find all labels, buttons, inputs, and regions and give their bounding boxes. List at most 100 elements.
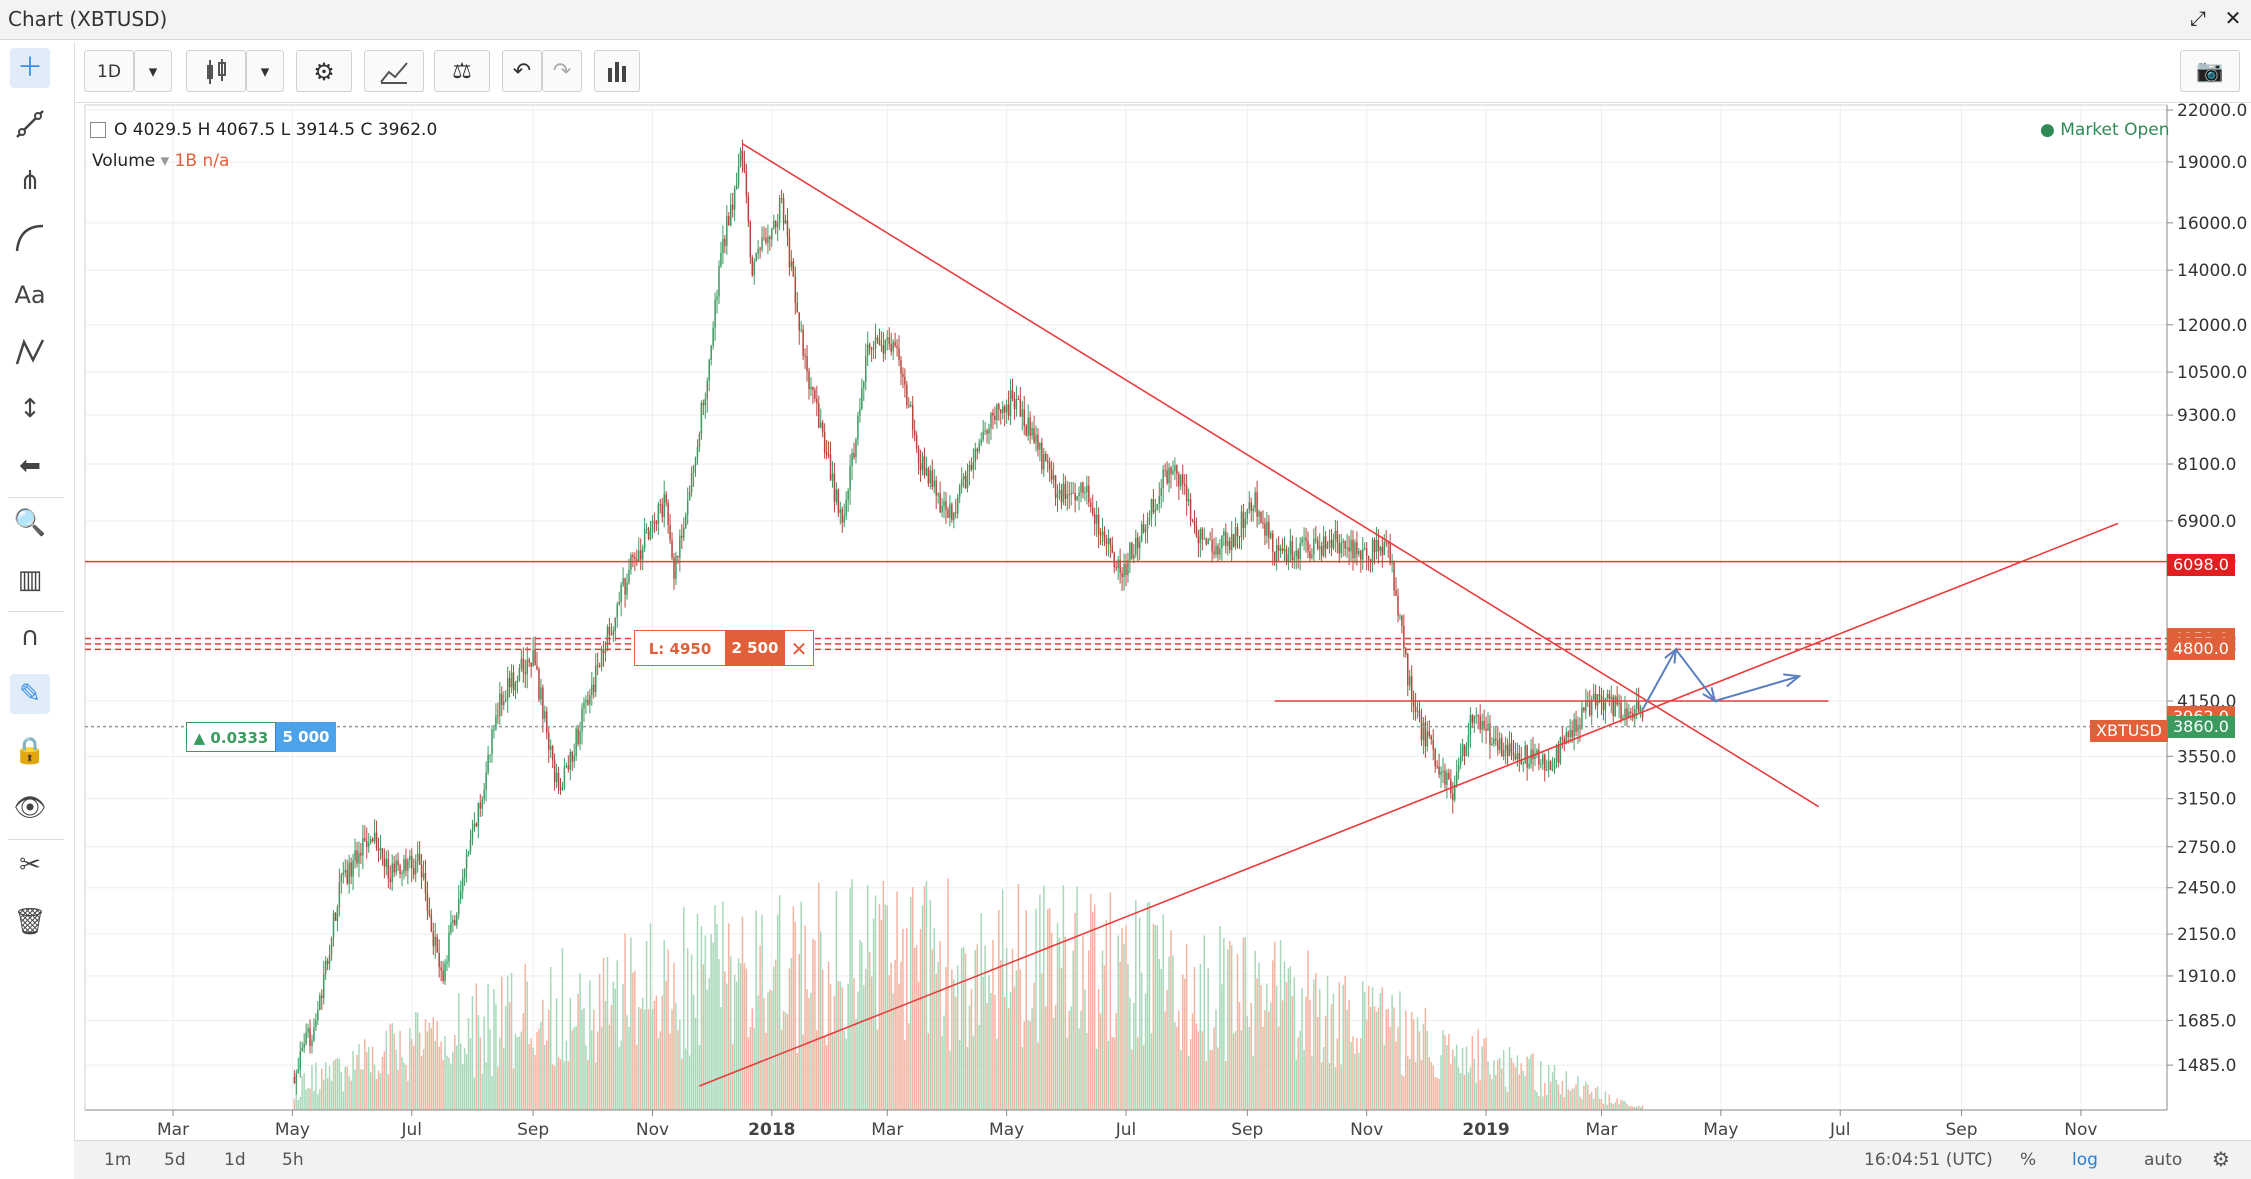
range-5h-button[interactable]: 5h — [282, 1150, 304, 1170]
volume-bar — [1585, 1081, 1587, 1110]
range-1m-button[interactable]: 1m — [104, 1150, 132, 1170]
candle-body — [994, 415, 996, 421]
projection-path[interactable] — [1641, 647, 1800, 711]
expand-icon[interactable]: ⤢ — [2190, 6, 2206, 30]
fit-chart-icon[interactable]: ▥ — [17, 565, 43, 595]
candle-body — [1127, 560, 1129, 576]
candle-body — [1418, 711, 1421, 717]
volume-bar — [911, 887, 914, 1110]
close-icon[interactable]: ✕ — [2224, 6, 2242, 30]
volume-bar — [974, 950, 977, 1110]
indicators-icon[interactable] — [364, 50, 424, 92]
draw-mode-pencil-icon[interactable]: ✎ — [10, 674, 50, 714]
candle-body — [362, 838, 364, 856]
drawn-lines[interactable] — [85, 143, 2167, 1087]
volume-bar — [673, 962, 675, 1110]
candle-body — [1031, 428, 1033, 436]
candle-body — [508, 678, 511, 688]
interval-button[interactable]: 1D — [84, 50, 134, 92]
volume-bar — [377, 1070, 380, 1110]
pitchfork-icon[interactable]: ⋔ — [19, 166, 41, 196]
buy-position-label[interactable]: ▲ 0.0333 — [186, 722, 276, 752]
text-tool-icon[interactable]: Aa — [14, 281, 46, 309]
candle-body — [1641, 711, 1644, 718]
candle-body — [1228, 540, 1231, 551]
volume-bar — [1543, 1082, 1546, 1110]
volume-bar — [1227, 949, 1229, 1110]
sell-order-qty[interactable]: 2 500 — [726, 630, 784, 666]
candle-body — [708, 359, 710, 381]
pattern-icon[interactable] — [10, 332, 50, 372]
volume-bar — [1320, 1062, 1323, 1110]
log-toggle[interactable]: log — [2072, 1150, 2098, 1170]
volume-bar — [1152, 923, 1155, 1110]
candle-body — [350, 862, 352, 877]
undo-icon[interactable]: ↶ — [502, 50, 542, 92]
legend-collapse-icon[interactable] — [90, 122, 106, 138]
candle-body — [1542, 754, 1544, 765]
candle-body — [504, 699, 507, 702]
volume-bar — [530, 1038, 532, 1110]
volume-bar — [798, 954, 800, 1110]
volume-bar — [884, 904, 887, 1110]
auto-toggle[interactable]: auto — [2144, 1150, 2183, 1170]
range-5d-button[interactable]: 5d — [164, 1150, 186, 1170]
trash-icon[interactable]: 🗑 — [13, 907, 47, 937]
range-1d-button[interactable]: 1d — [224, 1150, 246, 1170]
cancel-order-close-icon[interactable]: ✕ — [784, 630, 814, 666]
settings-gear-icon[interactable]: ⚙ — [296, 50, 352, 92]
volume-bar — [1600, 1098, 1603, 1110]
compare-scales-icon[interactable]: ⚖ — [434, 50, 490, 92]
crosshair-icon[interactable]: ＋ — [10, 48, 50, 88]
tools-icon[interactable]: ✂ — [19, 850, 41, 880]
camera-snapshot-icon[interactable]: 📷 — [2180, 50, 2240, 92]
candle-body — [863, 381, 865, 388]
candle-body — [1512, 752, 1515, 756]
candle-body — [1158, 496, 1161, 504]
bar-chart-icon[interactable] — [594, 50, 640, 92]
trend-line[interactable] — [742, 143, 1820, 808]
trend-line[interactable] — [699, 522, 2119, 1087]
volume-bar — [1048, 908, 1051, 1110]
interval-dropdown-chevron-icon[interactable]: ▾ — [134, 50, 172, 92]
candle-body — [1091, 507, 1094, 515]
candle-body — [340, 874, 343, 883]
lock-icon[interactable]: 🔒 — [13, 736, 47, 766]
candle-body — [1275, 545, 1278, 563]
volume-bar — [994, 995, 996, 1110]
volume-bar — [405, 1064, 407, 1110]
trend-line-icon[interactable] — [10, 104, 50, 144]
y-tick-label: 1910.0 — [2177, 967, 2236, 987]
percent-toggle[interactable]: % — [2020, 1150, 2037, 1170]
candle-body — [1375, 540, 1378, 553]
measure-icon[interactable]: ↕ — [19, 394, 41, 424]
volume-bar — [1504, 1086, 1507, 1110]
magnet-icon[interactable]: ∩ — [20, 622, 40, 652]
sell-order-label[interactable]: L: 4950 — [634, 630, 726, 666]
candle-body — [416, 853, 419, 861]
chart-type-dropdown-chevron-icon[interactable]: ▾ — [246, 50, 284, 92]
candle-body — [675, 555, 677, 579]
candle-body — [1225, 531, 1227, 546]
candle-body — [1068, 494, 1071, 496]
candle-body — [622, 578, 624, 586]
zoom-icon[interactable]: 🔍 — [13, 508, 47, 538]
volume-bar — [307, 1088, 309, 1110]
candle-body — [483, 789, 485, 800]
redo-icon[interactable]: ↷ — [542, 50, 582, 92]
volume-bar — [1479, 1080, 1481, 1110]
scale-settings-gear-icon[interactable]: ⚙ — [2212, 1147, 2230, 1171]
volume-bar — [1542, 1096, 1544, 1110]
candle-body — [1256, 492, 1258, 517]
candle-body — [1207, 539, 1209, 545]
volume-bar — [653, 1001, 656, 1110]
candles-chart-type-icon[interactable] — [186, 50, 246, 92]
volume-dropdown-icon[interactable]: ▾ — [160, 151, 170, 171]
candle-body — [1540, 764, 1542, 766]
hide-eye-icon[interactable]: 👁 — [13, 793, 47, 823]
back-arrow-icon[interactable]: ⬅ — [19, 451, 41, 481]
curve-icon[interactable] — [10, 218, 50, 258]
x-tick-label: Nov — [2064, 1120, 2097, 1140]
buy-position-qty[interactable]: 5 000 — [276, 722, 336, 752]
